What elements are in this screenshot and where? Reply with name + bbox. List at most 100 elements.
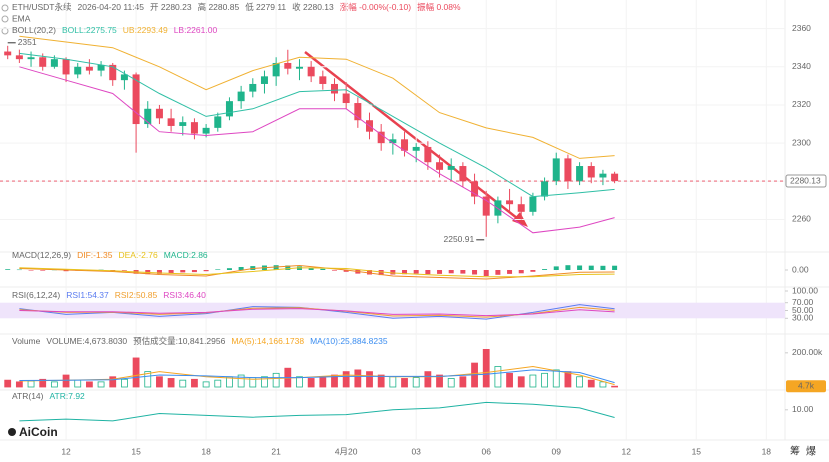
- candle-body: [307, 66, 315, 77]
- candle-body: [354, 103, 362, 121]
- macd-bar: [378, 270, 384, 276]
- macd-bar: [413, 270, 419, 274]
- volume-bar: [15, 381, 23, 388]
- candle-body: [144, 108, 152, 125]
- volume-bar: [541, 372, 548, 388]
- macd-bar: [156, 270, 162, 274]
- candle-body: [214, 116, 222, 128]
- volume-marker-box: [786, 380, 826, 393]
- candle-body: [342, 93, 350, 104]
- candle-body: [260, 76, 268, 84]
- indicator-name: RSI(6,12,24): [12, 290, 60, 300]
- volume-bar: [50, 381, 58, 388]
- macd-bar: [437, 270, 443, 274]
- candle-body: [62, 59, 70, 75]
- candle-body: [167, 118, 175, 126]
- volume-bar: [436, 374, 443, 388]
- volume-bar: [272, 372, 280, 388]
- header: ETH/USDT永续 2026-04-20 11:45 开 2280.23 高 228…: [12, 2, 461, 12]
- candle-body: [202, 127, 210, 134]
- volume-bar: [576, 376, 583, 388]
- candle-body: [599, 173, 607, 178]
- volume-bar: [447, 378, 455, 388]
- volume-bar: [599, 381, 607, 388]
- macd-bar: [565, 265, 571, 270]
- macd-bar: [215, 269, 221, 270]
- indicator-line: [19, 369, 615, 384]
- volume-bar: [401, 378, 408, 388]
- macd-bar: [63, 270, 69, 272]
- macd-bar: [553, 266, 559, 270]
- overlay-legend: EMA: [12, 13, 31, 23]
- x-tick-label: 18: [201, 446, 211, 456]
- indicator-line: [19, 308, 615, 317]
- legend-item: RSI3:46.40: [163, 290, 206, 300]
- icon[interactable]: [1, 4, 9, 12]
- volume-bar: [482, 348, 490, 388]
- legend-item: BOLL:2275.75: [62, 25, 117, 35]
- candle-body: [85, 66, 93, 71]
- candle-body: [190, 122, 198, 134]
- candle-body: [541, 181, 549, 197]
- tool-button[interactable]: 筹: [790, 445, 800, 458]
- macd-bar: [16, 269, 22, 271]
- legend-note: 预估成交量:10,841.2956: [133, 336, 225, 346]
- volume-bar: [296, 376, 303, 388]
- x-tick-label: 4月20: [335, 446, 358, 456]
- candle-body: [97, 64, 105, 71]
- candle-body: [447, 166, 455, 170]
- macd-bar: [308, 267, 314, 270]
- y-tick-label: 2360: [792, 23, 811, 33]
- candle-body: [401, 139, 409, 151]
- volume-bar: [62, 374, 70, 388]
- macd-bar: [273, 265, 279, 270]
- legend-item: MACD:2.86: [164, 250, 208, 260]
- candle-body: [506, 200, 514, 205]
- x-tick-label: 12: [622, 446, 632, 456]
- y-tick-label: 0.00: [792, 264, 809, 274]
- tool-button[interactable]: 爆: [806, 446, 816, 458]
- macd-bar: [472, 270, 478, 275]
- macd-bar: [320, 268, 326, 270]
- candle-body: [109, 64, 117, 81]
- macd-bar: [507, 270, 513, 274]
- brand-logo: [8, 428, 16, 436]
- indicator-line: [19, 267, 615, 278]
- indicator-line: [19, 66, 615, 234]
- legend-item: DIF:-1.35: [77, 250, 113, 260]
- candle-body: [377, 131, 385, 144]
- candle-body: [179, 122, 187, 126]
- legend-item: MA(5):14,166.1738: [231, 336, 304, 346]
- macd-bar: [542, 269, 548, 270]
- x-tick-label: 21: [271, 446, 281, 456]
- volume-bar: [331, 374, 338, 388]
- volume-bar: [214, 379, 222, 388]
- macd-bar: [600, 265, 606, 270]
- candle-body: [482, 196, 490, 216]
- volume-bar: [109, 376, 117, 388]
- candle-body: [237, 91, 245, 102]
- icon[interactable]: [1, 15, 9, 23]
- macd-bar: [530, 270, 536, 272]
- candle-body: [552, 158, 560, 182]
- candle-body: [225, 101, 233, 117]
- low-annotation: 2250.91: [443, 234, 474, 244]
- legend-item: ATR:7.92: [50, 391, 86, 401]
- volume-bar: [342, 371, 350, 388]
- indicator-legend: Volume VOLUME:4,673.8030 预估成交量:10,841.2956…: [12, 336, 388, 346]
- indicator-line: [19, 52, 615, 198]
- y-tick-label: 70.00: [792, 297, 814, 307]
- volume-bar: [517, 376, 525, 388]
- macd-bar: [402, 270, 408, 275]
- icon[interactable]: [1, 27, 9, 35]
- volume-bar: [564, 371, 572, 388]
- quote-field: 低 2279.11: [245, 2, 286, 12]
- timestamp: 2026-04-20 11:45: [78, 2, 145, 12]
- volume-bar: [156, 376, 163, 388]
- candle-body: [155, 108, 163, 119]
- candle-body: [15, 55, 23, 60]
- indicator-legend: MACD(12,26,9) DIF:-1.35 DEA:-2.76 MACD:2.86: [12, 250, 208, 260]
- candle-body: [39, 57, 47, 67]
